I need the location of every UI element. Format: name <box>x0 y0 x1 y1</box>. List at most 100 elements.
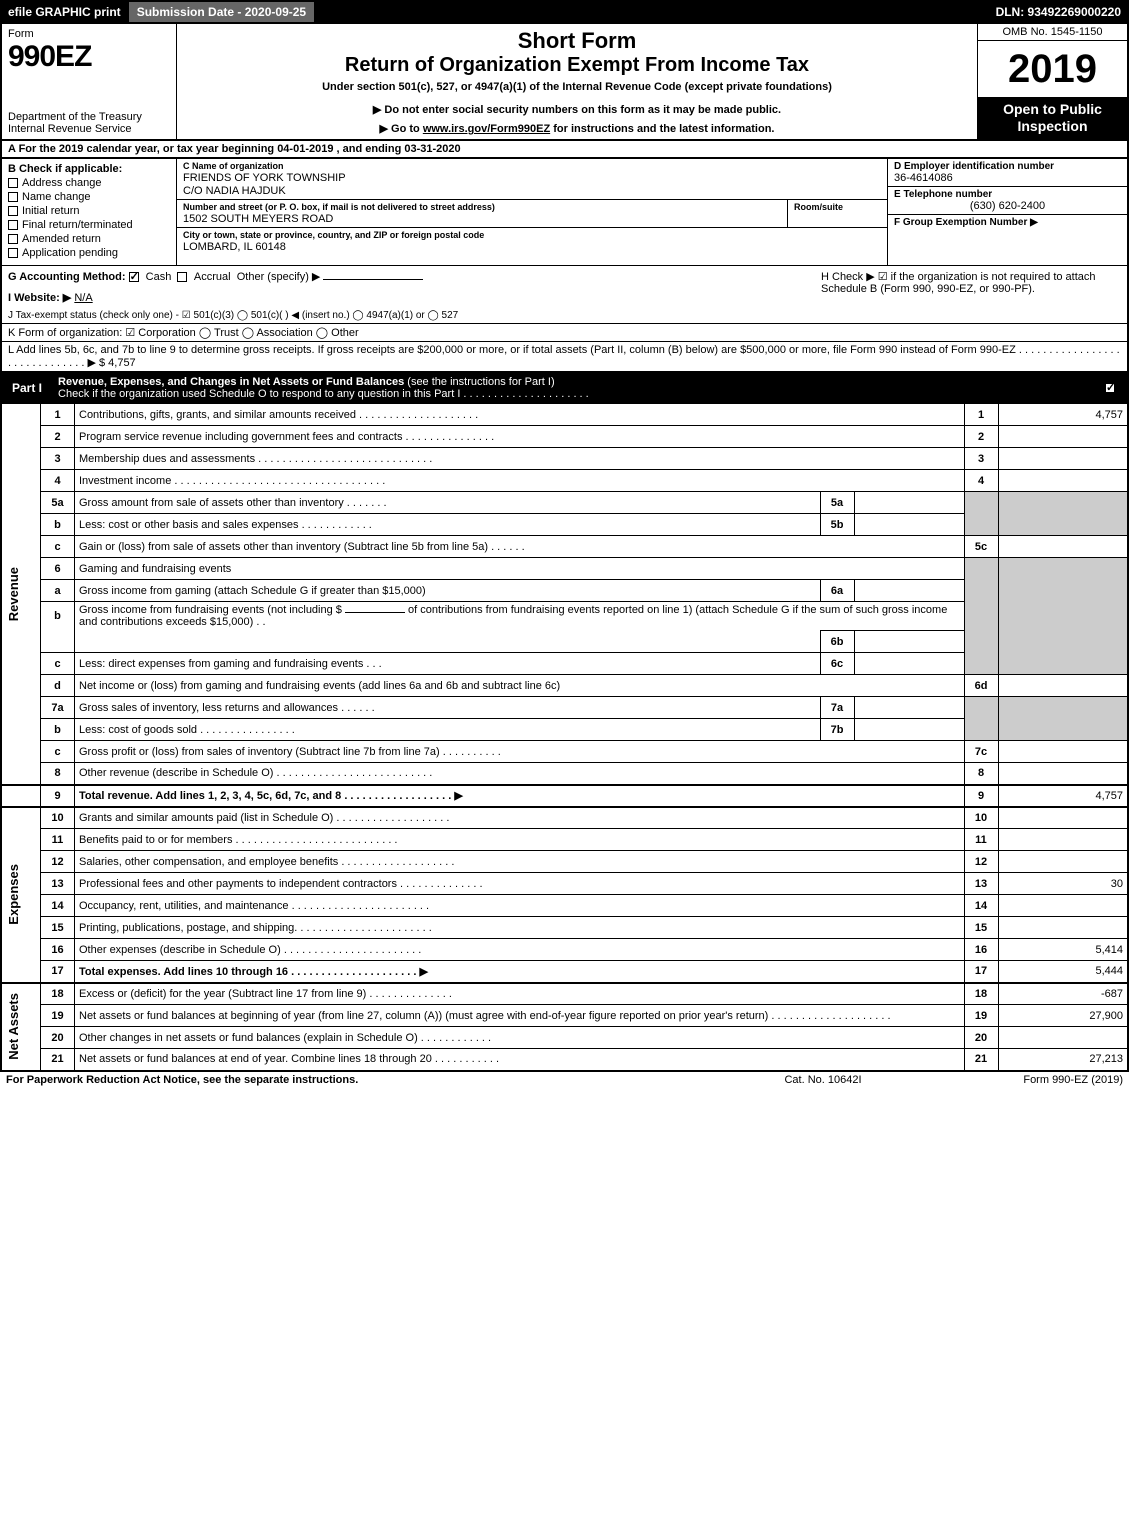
checkbox-icon[interactable] <box>129 272 139 282</box>
line-num: 20 <box>41 1027 75 1049</box>
checkbox-icon[interactable] <box>8 178 18 188</box>
sub-num: 7a <box>820 697 854 719</box>
tel-value: (630) 620-2400 <box>894 200 1121 212</box>
room-suite: Room/suite <box>787 200 887 227</box>
right-amt <box>998 426 1128 448</box>
part-number: Part I <box>2 378 52 398</box>
table-row: 19 Net assets or fund balances at beginn… <box>1 1005 1128 1027</box>
tax-exempt-row: J Tax-exempt status (check only one) - ☑… <box>0 308 1129 324</box>
right-amt <box>998 741 1128 763</box>
irs-link[interactable]: www.irs.gov/Form990EZ <box>423 123 550 135</box>
line-desc: Benefits paid to or for members . . . . … <box>75 829 965 851</box>
open-inspection: Open to Public Inspection <box>978 97 1127 139</box>
acc-label: G Accounting Method: <box>8 271 126 283</box>
chk-final-return[interactable]: Final return/terminated <box>8 219 170 231</box>
chk-name-change[interactable]: Name change <box>8 191 170 203</box>
chk-address-change[interactable]: Address change <box>8 177 170 189</box>
form-of-org-row: K Form of organization: ☑ Corporation ◯ … <box>0 324 1129 342</box>
line-num: 21 <box>41 1049 75 1071</box>
table-row: Revenue 1 Contributions, gifts, grants, … <box>1 404 1128 426</box>
right-num: 21 <box>964 1049 998 1071</box>
org-info: C Name of organization FRIENDS OF YORK T… <box>177 159 887 265</box>
checkbox-icon[interactable] <box>177 272 187 282</box>
org-right: D Employer identification number 36-4614… <box>887 159 1127 265</box>
acc-other: Other (specify) ▶ <box>237 271 321 283</box>
website-value: N/A <box>74 292 92 304</box>
shade-cell <box>998 492 1128 514</box>
line-num: 14 <box>41 895 75 917</box>
line-desc: Other changes in net assets or fund bala… <box>75 1027 965 1049</box>
line-desc: Occupancy, rent, utilities, and maintena… <box>75 895 965 917</box>
line-desc: Less: cost of goods sold . . . . . . . .… <box>75 719 821 741</box>
form-header: Form 990EZ Department of the Treasury In… <box>0 24 1129 141</box>
part-title: Revenue, Expenses, and Changes in Net As… <box>52 373 1097 403</box>
table-row: 11 Benefits paid to or for members . . .… <box>1 829 1128 851</box>
table-row: 17 Total expenses. Add lines 10 through … <box>1 961 1128 983</box>
chk-amended-return[interactable]: Amended return <box>8 233 170 245</box>
table-row: 14 Occupancy, rent, utilities, and maint… <box>1 895 1128 917</box>
netassets-side-label: Net Assets <box>1 983 41 1071</box>
dept-line2: Internal Revenue Service <box>8 123 132 135</box>
omb-number: OMB No. 1545-1150 <box>978 24 1127 41</box>
efile-label[interactable]: efile GRAPHIC print <box>0 2 129 22</box>
checkbox-icon[interactable] <box>8 192 18 202</box>
part-check-cell[interactable] <box>1097 382 1127 394</box>
line-desc: Net assets or fund balances at beginning… <box>75 1005 965 1027</box>
shade-cell <box>964 580 998 602</box>
right-amt <box>998 829 1128 851</box>
right-num: 2 <box>964 426 998 448</box>
checkbox-icon[interactable] <box>8 234 18 244</box>
chk-application-pending[interactable]: Application pending <box>8 247 170 259</box>
sub-num: 6c <box>820 653 854 675</box>
right-num: 10 <box>964 807 998 829</box>
line-desc: Gain or (loss) from sale of assets other… <box>75 536 965 558</box>
line-num: b <box>41 719 75 741</box>
telephone-row: E Telephone number (630) 620-2400 <box>888 187 1127 215</box>
line-num: 1 <box>41 404 75 426</box>
shade-cell <box>964 602 998 631</box>
line-desc: Other expenses (describe in Schedule O) … <box>75 939 965 961</box>
table-row: 16 Other expenses (describe in Schedule … <box>1 939 1128 961</box>
line-desc: Gross amount from sale of assets other t… <box>75 492 821 514</box>
org-name-1: FRIENDS OF YORK TOWNSHIP <box>183 172 881 184</box>
header-left: Form 990EZ Department of the Treasury In… <box>2 24 177 139</box>
part-title-bold: Revenue, Expenses, and Changes in Net As… <box>58 376 404 388</box>
check-if-applicable: B Check if applicable: Address change Na… <box>2 159 177 265</box>
line-num: 10 <box>41 807 75 829</box>
table-row: c Gain or (loss) from sale of assets oth… <box>1 536 1128 558</box>
table-row: 8 Other revenue (describe in Schedule O)… <box>1 763 1128 785</box>
goto-suffix: for instructions and the latest informat… <box>550 123 774 135</box>
submission-date: Submission Date - 2020-09-25 <box>129 2 314 22</box>
checkbox-icon[interactable] <box>8 248 18 258</box>
table-row: 15 Printing, publications, postage, and … <box>1 917 1128 939</box>
ein-label: D Employer identification number <box>894 161 1121 172</box>
shade-cell <box>964 558 998 580</box>
right-amt <box>998 807 1128 829</box>
table-row: Expenses 10 Grants and similar amounts p… <box>1 807 1128 829</box>
table-row: 7a Gross sales of inventory, less return… <box>1 697 1128 719</box>
checkbox-icon[interactable] <box>1105 383 1115 393</box>
right-num: 15 <box>964 917 998 939</box>
table-row: 3 Membership dues and assessments . . . … <box>1 448 1128 470</box>
line-num: 4 <box>41 470 75 492</box>
part-check-line: Check if the organization used Schedule … <box>58 388 589 400</box>
side-blank <box>1 785 41 807</box>
right-amt <box>998 675 1128 697</box>
line-desc <box>75 631 821 653</box>
chk-initial-return[interactable]: Initial return <box>8 205 170 217</box>
sub-num: 5a <box>820 492 854 514</box>
org-name-label: C Name of organization <box>183 161 881 171</box>
line-num: 15 <box>41 917 75 939</box>
sub-amt <box>854 631 964 653</box>
checkbox-icon[interactable] <box>8 206 18 216</box>
line-desc: Professional fees and other payments to … <box>75 873 965 895</box>
street-value: 1502 SOUTH MEYERS ROAD <box>183 213 781 225</box>
right-amt: 5,444 <box>998 961 1128 983</box>
line-num: 6 <box>41 558 75 580</box>
fundraising-amount-input[interactable] <box>345 612 405 613</box>
other-specify-input[interactable] <box>323 279 423 280</box>
line-desc: Gaming and fundraising events <box>75 558 965 580</box>
sub-amt <box>854 492 964 514</box>
checkbox-icon[interactable] <box>8 220 18 230</box>
sub-amt <box>854 697 964 719</box>
